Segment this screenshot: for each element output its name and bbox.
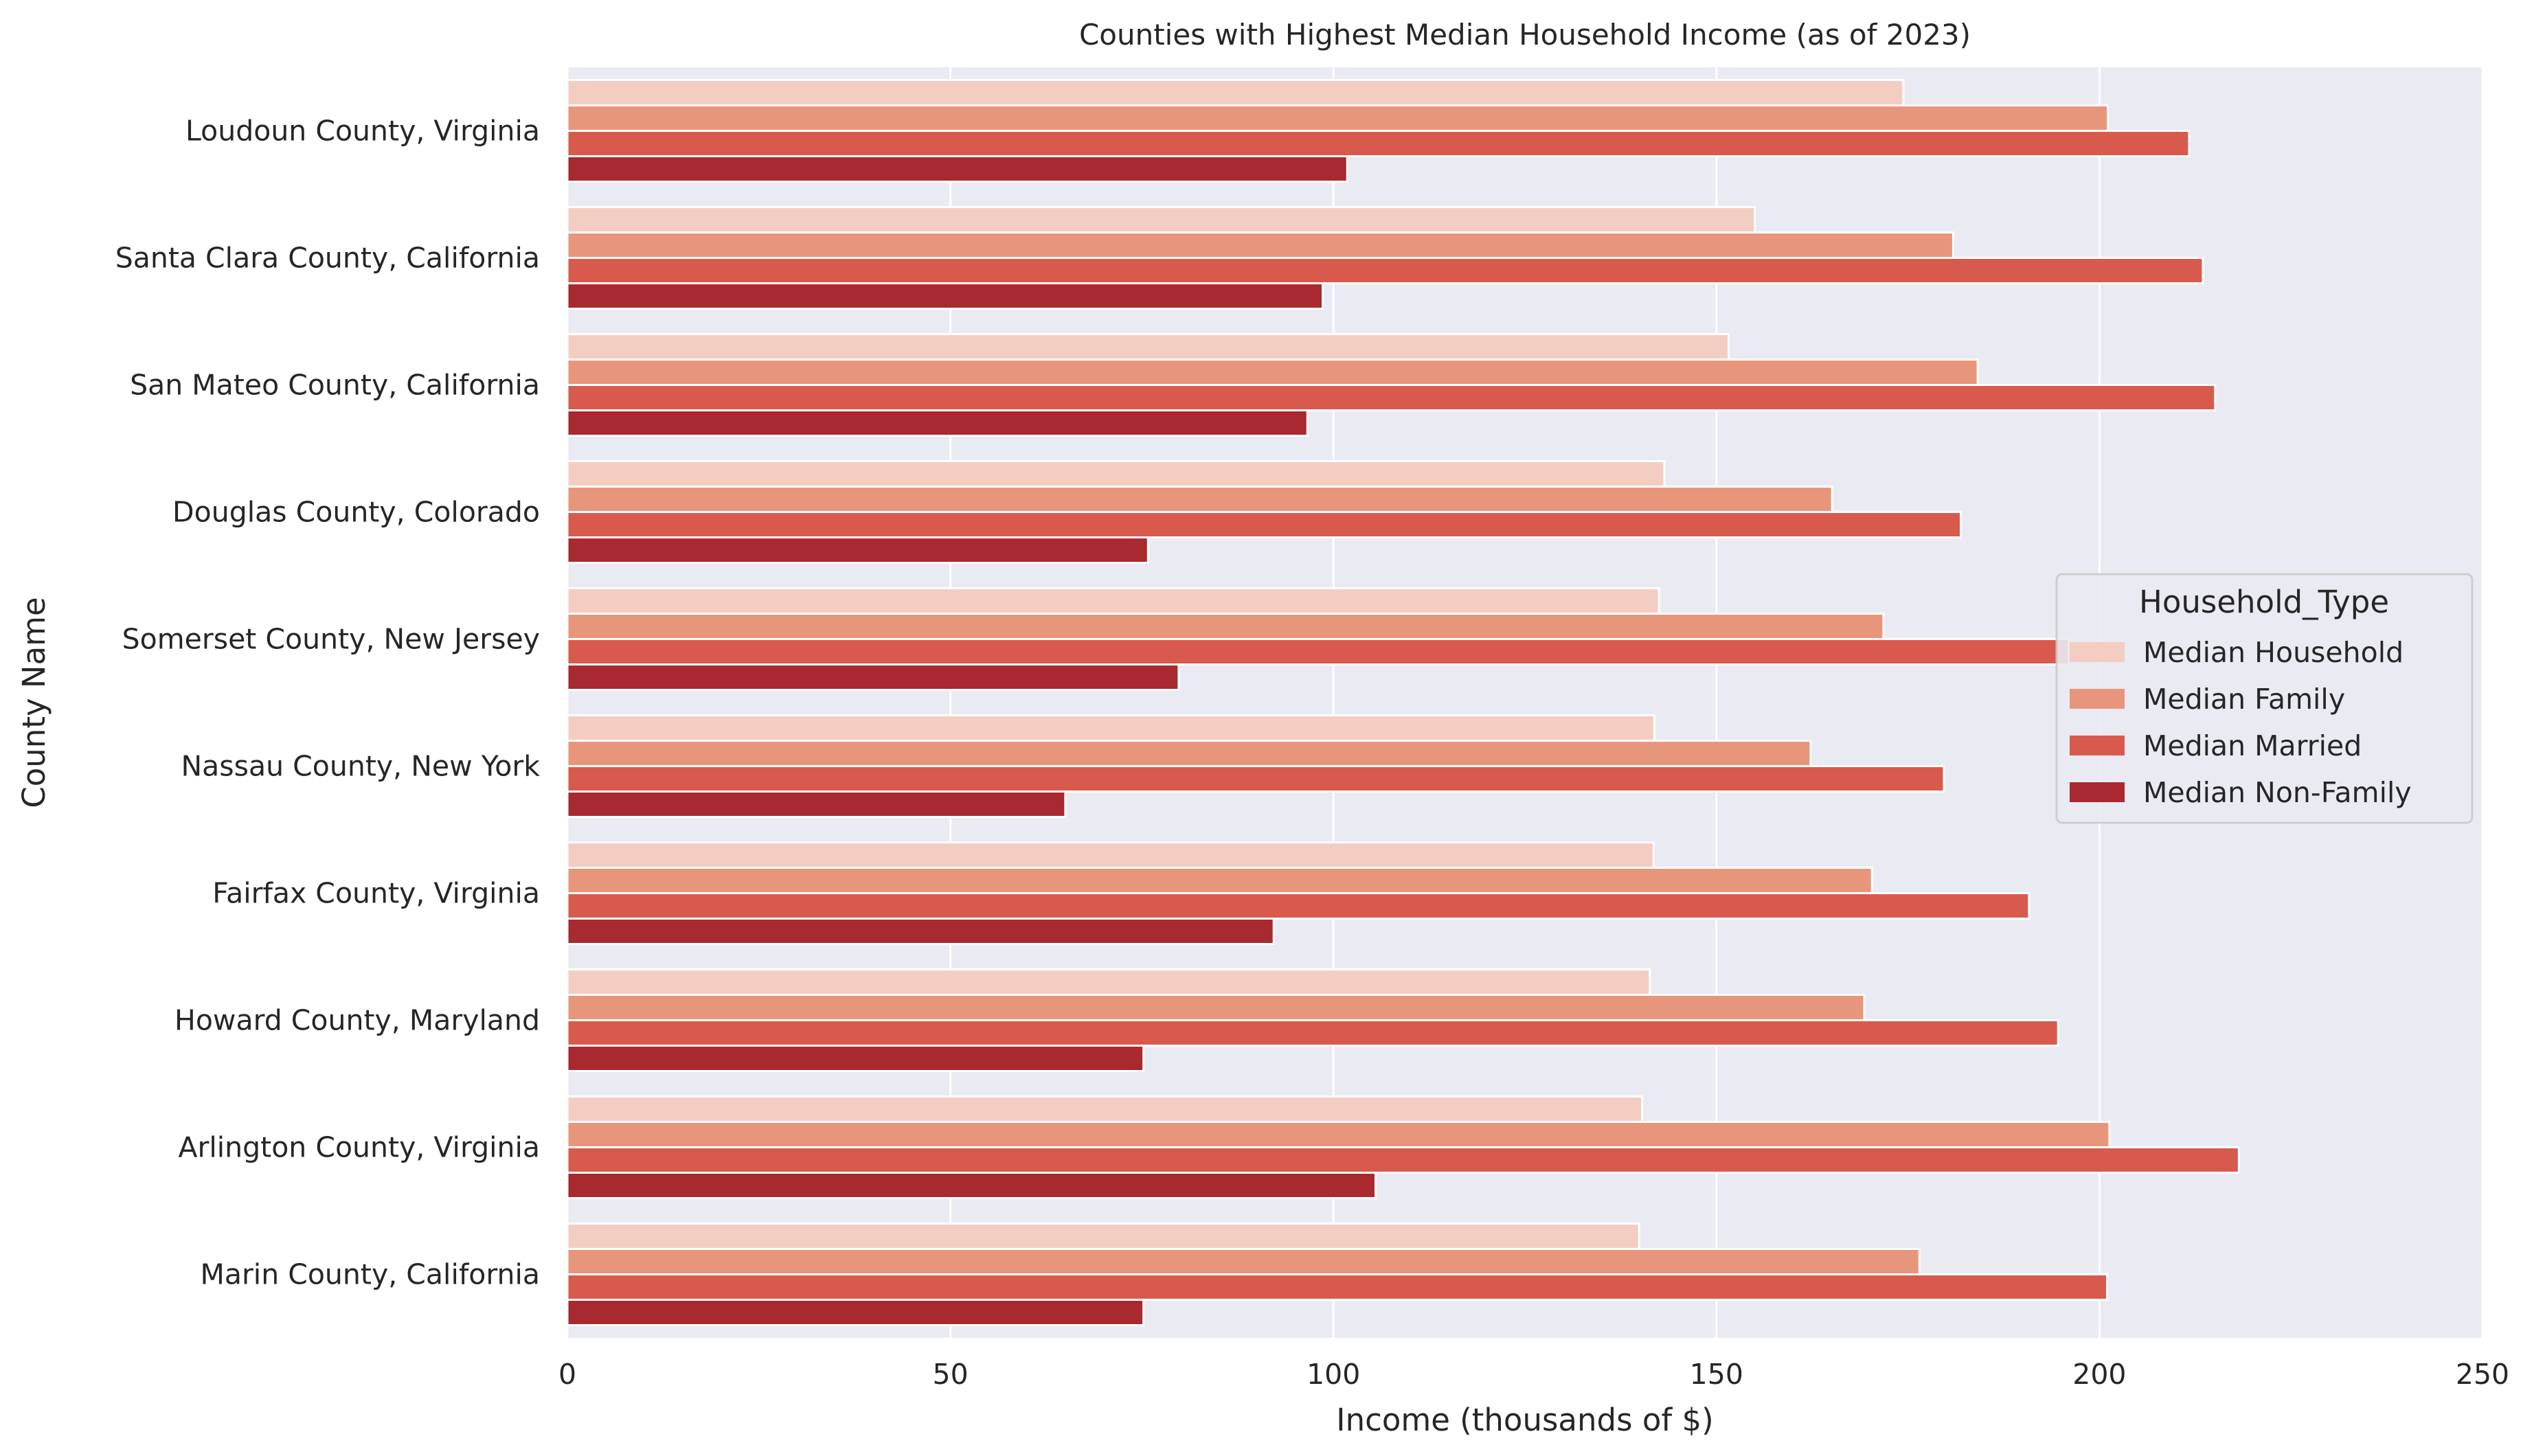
y-tick-label: San Mateo County, California bbox=[130, 369, 540, 402]
bar bbox=[566, 1019, 2059, 1047]
legend-label: Median Household bbox=[2143, 636, 2403, 669]
bar bbox=[566, 1299, 1145, 1326]
bar bbox=[566, 968, 1651, 996]
bar bbox=[566, 587, 1660, 615]
bar bbox=[566, 231, 1954, 259]
x-tick-label: 150 bbox=[1690, 1358, 1743, 1391]
chart-title: Counties with Highest Median Household I… bbox=[1079, 18, 1971, 52]
bar bbox=[566, 1146, 2240, 1174]
legend-swatch bbox=[2070, 736, 2125, 755]
bar bbox=[566, 282, 1324, 310]
x-tick-label: 50 bbox=[933, 1358, 969, 1391]
bar bbox=[566, 409, 1309, 437]
x-tick-label: 100 bbox=[1306, 1358, 1360, 1391]
x-tick-labels: 0 50 100 150 200 250 bbox=[558, 1358, 2509, 1391]
bar bbox=[566, 714, 1655, 742]
bar bbox=[566, 359, 1979, 386]
y-tick-label: Fairfax County, Virginia bbox=[212, 877, 540, 910]
bar bbox=[566, 206, 1756, 234]
y-tick-label: Howard County, Maryland bbox=[174, 1004, 540, 1037]
bar bbox=[566, 613, 1885, 640]
bar bbox=[566, 130, 2191, 157]
legend-label: Median Married bbox=[2143, 729, 2362, 762]
legend-box bbox=[2055, 573, 2474, 824]
y-tick-label: Somerset County, New Jersey bbox=[122, 623, 540, 656]
y-axis-label: County Name bbox=[16, 597, 52, 808]
bar bbox=[566, 1248, 1921, 1275]
bar bbox=[566, 257, 2204, 284]
x-tick-label: 200 bbox=[2072, 1358, 2126, 1391]
bar bbox=[566, 918, 1275, 945]
x-tick-label: 0 bbox=[558, 1358, 576, 1391]
bar bbox=[566, 1045, 1145, 1072]
bar bbox=[566, 511, 1962, 538]
bar bbox=[566, 384, 2217, 411]
bar bbox=[566, 333, 1730, 361]
y-tick-label: Santa Clara County, California bbox=[115, 242, 540, 275]
y-tick-label: Loudoun County, Virginia bbox=[185, 115, 540, 148]
bar bbox=[566, 155, 1348, 183]
bar bbox=[566, 765, 1945, 793]
bar bbox=[566, 790, 1067, 818]
legend-items: Median Household Median Family Median Marr… bbox=[2070, 636, 2412, 809]
bar bbox=[566, 1222, 1640, 1250]
bar bbox=[566, 1121, 2111, 1148]
bar bbox=[566, 79, 1905, 106]
y-tick-label: Marin County, California bbox=[200, 1258, 540, 1291]
legend-label: Median Family bbox=[2143, 683, 2345, 716]
y-tick-label: Nassau County, New York bbox=[181, 750, 541, 783]
y-tick-label: Douglas County, Colorado bbox=[172, 496, 540, 529]
bar bbox=[566, 1273, 2109, 1301]
bar bbox=[566, 841, 1655, 869]
legend-swatch bbox=[2070, 689, 2125, 709]
legend-swatch bbox=[2070, 782, 2125, 802]
bar bbox=[566, 740, 1812, 767]
bars-group bbox=[566, 79, 2240, 1326]
bar bbox=[566, 892, 2030, 920]
y-tick-labels: Loudoun County, Virginia Santa Clara Coun… bbox=[115, 115, 541, 1291]
bar bbox=[566, 994, 1866, 1021]
bar bbox=[566, 486, 1833, 513]
legend-swatch bbox=[2070, 642, 2125, 662]
bar bbox=[566, 1095, 1644, 1123]
bar bbox=[566, 460, 1666, 488]
bar bbox=[566, 536, 1149, 564]
x-tick-label: 250 bbox=[2456, 1358, 2509, 1391]
legend-label: Median Non-Family bbox=[2143, 776, 2412, 809]
bar bbox=[566, 663, 1180, 691]
y-tick-label: Arlington County, Virginia bbox=[178, 1131, 540, 1164]
legend-title: Household_Type bbox=[2139, 584, 2389, 620]
bar bbox=[566, 104, 2109, 132]
x-axis-label: Income (thousands of $) bbox=[1336, 1402, 1713, 1438]
legend: Household_Type Median Household Median Fa… bbox=[2055, 573, 2474, 824]
bar bbox=[566, 1172, 1377, 1199]
bar bbox=[566, 867, 1873, 894]
bar bbox=[566, 638, 2070, 666]
